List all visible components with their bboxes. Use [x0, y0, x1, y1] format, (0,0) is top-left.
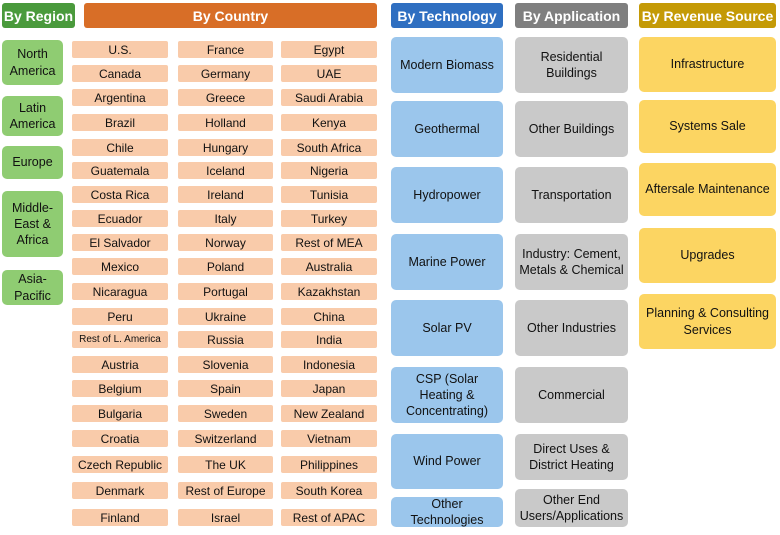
- app-other-buildings: Other Buildings: [515, 101, 628, 157]
- revenue-aftersale-maintenance: Aftersale Maintenance: [639, 163, 776, 216]
- country-item: Russia: [178, 331, 273, 348]
- country-item: Czech Republic: [72, 456, 168, 473]
- country-item: Rest of Europe: [178, 482, 273, 499]
- country-item: Guatemala: [72, 162, 168, 179]
- country-item: Sweden: [178, 405, 273, 422]
- country-item: Peru: [72, 308, 168, 325]
- country-item: UAE: [281, 65, 377, 82]
- country-item: France: [178, 41, 273, 58]
- technology-header: By Technology: [391, 3, 503, 28]
- country-item: Costa Rica: [72, 186, 168, 203]
- country-item: China: [281, 308, 377, 325]
- country-item: Brazil: [72, 114, 168, 131]
- country-item: Canada: [72, 65, 168, 82]
- region-middle-east-africa: Middle-East & Africa: [2, 191, 63, 257]
- country-item: Hungary: [178, 139, 273, 156]
- country-item: India: [281, 331, 377, 348]
- country-item: Kazakhstan: [281, 283, 377, 300]
- revenue-upgrades: Upgrades: [639, 228, 776, 283]
- country-item: Rest of APAC: [281, 509, 377, 526]
- region-latin-america: Latin America: [2, 96, 63, 136]
- tech-wind-power: Wind Power: [391, 434, 503, 489]
- country-item: South Africa: [281, 139, 377, 156]
- country-item: Poland: [178, 258, 273, 275]
- country-item: Rest of L. America: [72, 331, 168, 348]
- country-item: Turkey: [281, 210, 377, 227]
- country-item: Ukraine: [178, 308, 273, 325]
- country-item: Spain: [178, 380, 273, 397]
- country-item: Philippines: [281, 456, 377, 473]
- country-item: El Salvador: [72, 234, 168, 251]
- app-industry-cement-metals-chemical: Industry: Cement, Metals & Chemical: [515, 234, 628, 290]
- region-europe: Europe: [2, 146, 63, 179]
- country-item: New Zealand: [281, 405, 377, 422]
- country-item: Denmark: [72, 482, 168, 499]
- app-other-end-users: Other End Users/Applications: [515, 489, 628, 527]
- tech-marine-power: Marine Power: [391, 234, 503, 290]
- country-item: Holland: [178, 114, 273, 131]
- app-residential-buildings: Residential Buildings: [515, 37, 628, 93]
- country-item: Vietnam: [281, 430, 377, 447]
- country-item: Tunisia: [281, 186, 377, 203]
- country-item: Israel: [178, 509, 273, 526]
- country-item: Egypt: [281, 41, 377, 58]
- tech-hydropower: Hydropower: [391, 167, 503, 223]
- country-item: Iceland: [178, 162, 273, 179]
- country-item: Ireland: [178, 186, 273, 203]
- country-item: Finland: [72, 509, 168, 526]
- region-asia-pacific: Asia-Pacific: [2, 270, 63, 305]
- country-item: Bulgaria: [72, 405, 168, 422]
- revenue-planning-consulting: Planning & Consulting Services: [639, 294, 776, 349]
- region-north-america: North America: [2, 40, 63, 85]
- country-item: Saudi Arabia: [281, 89, 377, 106]
- country-item: Belgium: [72, 380, 168, 397]
- app-other-industries: Other Industries: [515, 300, 628, 356]
- country-item: Ecuador: [72, 210, 168, 227]
- country-item: Kenya: [281, 114, 377, 131]
- tech-csp: CSP (Solar Heating & Concentrating): [391, 367, 503, 423]
- app-commercial: Commercial: [515, 367, 628, 423]
- country-item: Greece: [178, 89, 273, 106]
- country-item: Mexico: [72, 258, 168, 275]
- revenue-header: By Revenue Source: [639, 3, 776, 28]
- country-header: By Country: [84, 3, 377, 28]
- country-item: Japan: [281, 380, 377, 397]
- country-item: Nicaragua: [72, 283, 168, 300]
- country-item: Switzerland: [178, 430, 273, 447]
- revenue-infrastructure: Infrastructure: [639, 37, 776, 92]
- tech-solar-pv: Solar PV: [391, 300, 503, 356]
- country-item: Italy: [178, 210, 273, 227]
- country-item: Rest of MEA: [281, 234, 377, 251]
- country-item: Germany: [178, 65, 273, 82]
- country-item: U.S.: [72, 41, 168, 58]
- country-item: Norway: [178, 234, 273, 251]
- app-transportation: Transportation: [515, 167, 628, 223]
- country-item: Chile: [72, 139, 168, 156]
- country-item: Argentina: [72, 89, 168, 106]
- country-item: Slovenia: [178, 356, 273, 373]
- country-item: The UK: [178, 456, 273, 473]
- country-item: South Korea: [281, 482, 377, 499]
- country-item: Austria: [72, 356, 168, 373]
- region-header: By Region: [2, 3, 75, 28]
- country-item: Croatia: [72, 430, 168, 447]
- app-direct-uses-district-heating: Direct Uses & District Heating: [515, 434, 628, 480]
- tech-other-technologies: Other Technologies: [391, 497, 503, 527]
- country-item: Indonesia: [281, 356, 377, 373]
- application-header: By Application: [515, 3, 628, 28]
- country-item: Nigeria: [281, 162, 377, 179]
- tech-geothermal: Geothermal: [391, 101, 503, 157]
- revenue-systems-sale: Systems Sale: [639, 100, 776, 153]
- country-item: Australia: [281, 258, 377, 275]
- tech-modern-biomass: Modern Biomass: [391, 37, 503, 93]
- country-item: Portugal: [178, 283, 273, 300]
